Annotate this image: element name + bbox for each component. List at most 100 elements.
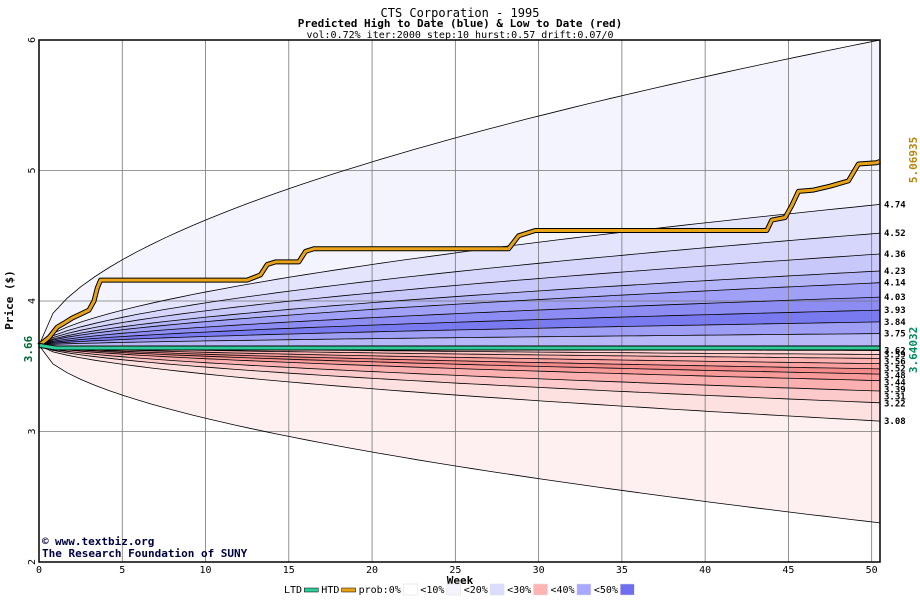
y-axis-label: Price ($) — [3, 270, 16, 330]
band-boundary-line — [38, 232, 881, 346]
upper-prob-band — [39, 40, 880, 346]
legend: LTD HTD prob:0% <10% <20% <30% <40% <50% — [284, 583, 635, 596]
upper-prob-band — [39, 282, 880, 346]
band-boundary-line — [38, 333, 881, 346]
htd-end-value: 5.06935 — [907, 137, 920, 183]
lower-prob-band — [39, 345, 880, 359]
credit-org: The Research Foundation of SUNY — [42, 547, 248, 560]
band-end-label: 3.48 — [884, 372, 906, 382]
band-end-label: 3.22 — [884, 400, 906, 410]
band-boundary-line — [38, 345, 881, 524]
legend-swatch — [446, 583, 461, 596]
band-boundary-line — [38, 204, 881, 346]
upper-prob-band — [39, 254, 880, 346]
legend-swatch — [489, 583, 505, 596]
ltd-series-line — [38, 343, 880, 350]
x-tick-label: 10 — [200, 565, 212, 576]
x-tick-label: 45 — [782, 565, 794, 576]
lower-prob-band — [39, 345, 880, 391]
start-value-label: 3.66 — [22, 335, 35, 362]
legend-label: prob:0% — [359, 585, 401, 596]
ltd-end-value: 3.64032 — [907, 327, 920, 373]
band-end-label: 3.84 — [884, 318, 906, 328]
x-tick-label: 5 — [119, 565, 125, 576]
legend-label: <10% — [420, 585, 444, 596]
credit-site: www.textbiz.org — [55, 535, 154, 548]
lower-prob-band — [39, 345, 880, 523]
legend-swatch — [304, 587, 319, 593]
lower-prob-band — [39, 345, 880, 369]
legend-swatch — [620, 583, 635, 596]
y-tick-label: 5 — [27, 167, 38, 173]
x-tick-label: 25 — [449, 565, 461, 576]
band-boundary-line — [38, 39, 881, 346]
chart-subtitle: Predicted High to Date (blue) & Low to D… — [298, 17, 623, 30]
band-end-label: 3.39 — [884, 386, 906, 396]
x-tick-label: 0 — [36, 565, 42, 576]
band-end-label: 3.31 — [884, 393, 906, 403]
x-tick-label: 35 — [616, 565, 628, 576]
legend-swatch — [341, 587, 356, 593]
y-tick-label: 4 — [27, 298, 38, 304]
lower-prob-band — [39, 345, 880, 364]
band-boundary-line — [38, 345, 881, 375]
chart-title: CTS Corporation - 1995 — [381, 6, 540, 20]
x-tick-label: 20 — [366, 565, 378, 576]
legend-label: HTD — [321, 585, 339, 596]
band-boundary-line — [38, 270, 881, 346]
upper-prob-band — [39, 271, 880, 346]
band-end-label: 3.52 — [884, 365, 906, 375]
band-end-label: 4.03 — [884, 293, 906, 303]
band-end-label: 3.08 — [884, 417, 906, 427]
lower-prob-band — [39, 345, 880, 422]
lower-prob-band — [39, 345, 880, 381]
upper-prob-band — [39, 310, 880, 346]
band-end-label: 3.56 — [884, 358, 906, 368]
upper-prob-band — [39, 233, 880, 346]
band-boundary-line — [38, 345, 881, 364]
legend-label: <40% — [551, 585, 575, 596]
htd-series-line — [38, 160, 881, 347]
credit-block: © www.textbiz.org The Research Foundatio… — [42, 535, 248, 560]
x-tick-label: 40 — [699, 565, 711, 576]
lower-prob-band — [39, 345, 880, 375]
y-tick-label: 2 — [27, 559, 38, 565]
legend-label: <50% — [594, 585, 618, 596]
band-end-label: 3.59 — [884, 351, 906, 361]
band-boundary-line — [38, 253, 881, 346]
band-boundary-line — [38, 345, 881, 381]
x-tick-label: 30 — [533, 565, 545, 576]
band-end-label: 3.93 — [884, 306, 906, 316]
band-boundary-line — [38, 345, 881, 392]
band-boundary-line — [38, 296, 881, 346]
legend-label: <20% — [464, 585, 488, 596]
x-tick-label: 50 — [866, 565, 878, 576]
band-boundary-line — [38, 282, 881, 346]
chart-params: vol:0.72% iter:2000 step:10 hurst:0.57 d… — [306, 30, 613, 41]
band-boundary-line — [38, 345, 881, 370]
band-end-label: 3.75 — [884, 330, 906, 340]
upper-prob-band — [39, 204, 880, 346]
plot-area: 0 5 10 15 20 25 30 35 40 45 50234564.744.524.364.2… — [27, 37, 906, 576]
y-tick-label: 3 — [27, 428, 38, 434]
credit-copyright-symbol: © — [42, 535, 49, 548]
band-boundary-line — [38, 345, 881, 404]
y-tick-label: 6 — [27, 37, 38, 43]
legend-label: LTD — [284, 585, 302, 596]
band-end-label: 4.74 — [884, 200, 906, 210]
band-end-label: 4.36 — [884, 250, 906, 260]
band-end-label: 4.23 — [884, 267, 906, 277]
plot-frame — [38, 39, 881, 563]
lower-prob-band — [39, 345, 880, 403]
band-end-label: 3.62 — [884, 347, 906, 357]
legend-swatch — [533, 583, 548, 596]
legend-swatch — [403, 583, 418, 596]
legend-label: <30% — [507, 585, 531, 596]
upper-prob-band — [39, 321, 880, 346]
x-tick-label: 15 — [283, 565, 295, 576]
band-end-label: 3.44 — [884, 379, 906, 389]
band-boundary-line — [38, 345, 881, 422]
legend-swatch — [576, 583, 592, 596]
band-boundary-line — [38, 321, 881, 346]
